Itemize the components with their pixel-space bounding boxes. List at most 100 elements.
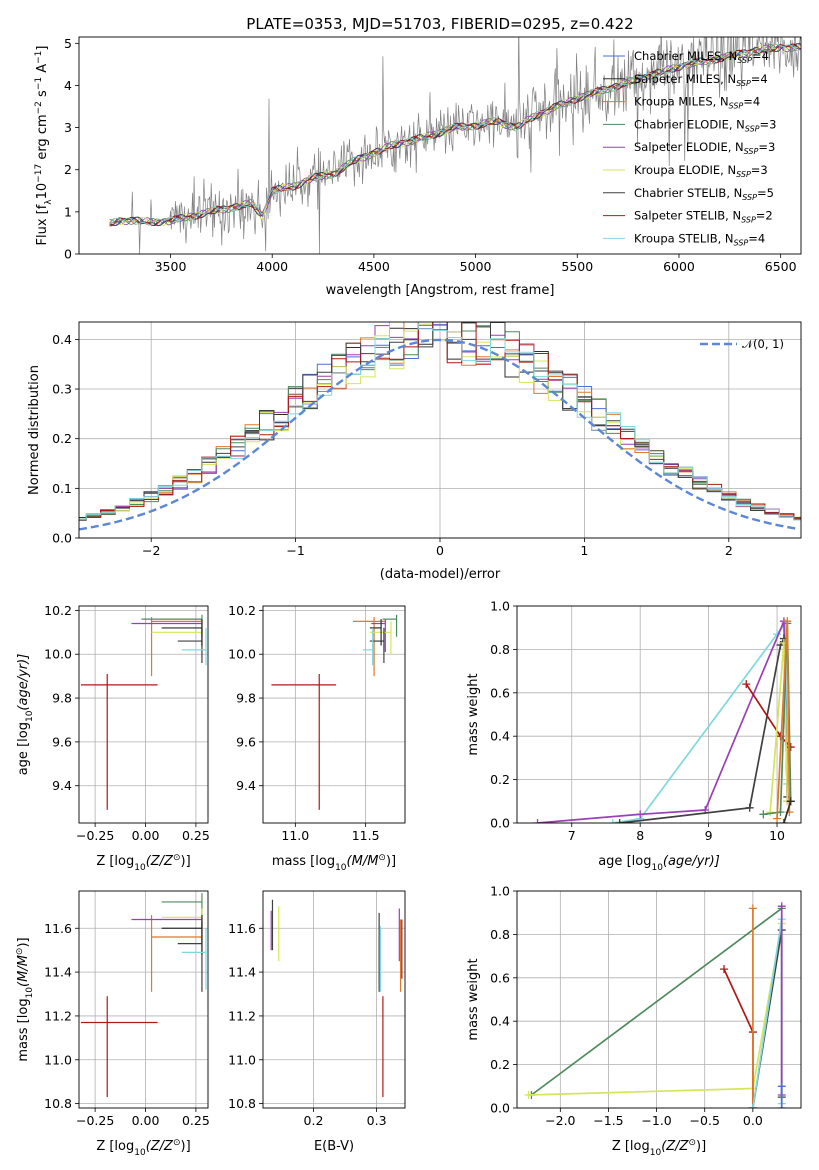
x-tick-label: −0.25	[76, 828, 114, 843]
axis-label: age [log10(age/yr)]	[16, 654, 35, 776]
axes-residuals: −2 −1 0 1 2 0.0 0.1 0.2 0.3 0.4 𝒩(0, 1) (data-model…	[27, 321, 802, 582]
axis-label-part: (M/M	[347, 854, 379, 869]
y-tick-label: 4	[64, 78, 72, 93]
weight-series-line	[612, 620, 789, 823]
y-tick-label: 1	[64, 204, 72, 219]
axis-label-part: (Z/Z	[146, 854, 174, 869]
axis-label-part: −1	[34, 51, 44, 64]
y-tick-label: 9.8	[52, 691, 72, 706]
weight-marker	[533, 819, 542, 823]
weight-marker	[745, 803, 754, 812]
axis-label-part: Z [log	[96, 854, 134, 869]
y-tick-label: 1.0	[490, 884, 510, 899]
weight-series-line	[619, 638, 789, 823]
legend-label-text: Chabrier STELIB, N	[634, 186, 742, 200]
y-tick-label: 9.6	[236, 734, 256, 749]
axis-label-part: mass [log	[272, 854, 335, 869]
x-tick-label: 11.0	[281, 828, 309, 843]
errorbar-point	[362, 627, 374, 666]
axis-label: Z [log10(Z/Z⊙)]	[612, 1138, 706, 1158]
legend-label: Salpeter STELIB, NSSP=2	[634, 209, 773, 225]
plot-area-mass_vs_Z	[81, 893, 207, 1098]
axis-label-part: Flux [f	[35, 204, 50, 245]
legend-label-sub: SSP	[734, 238, 749, 247]
y-tick-label: 2	[64, 162, 72, 177]
x-tick-label: −2.0	[545, 1113, 575, 1128]
y-tick-label: 9.8	[236, 691, 256, 706]
x-tick-label: 0.25	[182, 828, 210, 843]
y-tick-label: 0.6	[490, 970, 510, 985]
weight-marker	[766, 808, 775, 817]
x-tick-label: 5500	[561, 259, 593, 274]
axis-label-part: )]	[386, 854, 396, 869]
x-tick-label: 6500	[765, 259, 797, 274]
weight-marker	[783, 617, 792, 626]
y-tick-label: 11.2	[228, 1008, 256, 1023]
legend-label-text: Kroupa MILES, N	[634, 95, 729, 109]
plot-area-age_vs_Z	[81, 614, 207, 810]
x-tick-label: −0.25	[76, 1113, 114, 1128]
x-tick-label: −1.0	[641, 1113, 671, 1128]
y-tick-label: 0.0	[490, 1101, 510, 1116]
axis-label-part: ⊙	[173, 1138, 181, 1148]
y-tick-label: 0.4	[52, 332, 72, 347]
legend-label-suffix: =4	[751, 72, 768, 86]
y-tick-label: 11.6	[228, 921, 256, 936]
axis-label-part: 10	[651, 863, 663, 873]
axis-label-part: −1	[34, 77, 44, 90]
x-tick-label: 2	[725, 543, 733, 558]
axis-label-part: ⊙	[378, 853, 386, 863]
axis-label-part: erg cm	[35, 114, 50, 163]
axis-label-part: λ	[44, 199, 54, 205]
axis-label-part: age [log	[16, 722, 31, 775]
y-tick-label: 0.2	[490, 772, 510, 787]
legend-label-text: Salpeter MILES, N	[634, 72, 736, 86]
weight-marker	[786, 797, 795, 806]
x-tick-label: 3500	[155, 259, 187, 274]
errorbar-point	[177, 921, 203, 992]
weight-marker	[759, 810, 768, 819]
y-tick-label: 0.8	[490, 927, 510, 942]
errorbar-point	[141, 614, 203, 637]
axes-frame	[262, 890, 406, 1109]
x-tick-label: 1	[580, 543, 588, 558]
legend-label: Chabrier MILES, NSSP=4	[634, 49, 769, 65]
axes-spectrum: 3500 4000 4500 5000 5500 6000 6500 0 1 2 3 4 5 Chabri…	[34, 36, 802, 298]
y-tick-label: 11.4	[228, 965, 256, 980]
y-tick-label: 5	[64, 36, 72, 51]
legend-label-text: Kroupa ELODIE, N	[634, 163, 736, 177]
axis-label-part: 10	[35, 183, 50, 200]
errorbar-point	[177, 627, 203, 663]
plot-area-mass_vs_ebv	[270, 899, 403, 1098]
errorbar-point	[352, 616, 386, 677]
x-tick-label: 7	[568, 828, 576, 843]
legend-label: Chabrier STELIB, NSSP=5	[634, 186, 774, 202]
plot-area-age_vs_mass	[271, 614, 398, 810]
errorbar-point	[161, 915, 203, 955]
weight-series-line	[723, 968, 754, 1108]
x-tick-label: 4000	[256, 259, 288, 274]
legend-label-suffix: =2	[756, 209, 773, 223]
legend-label-text: Salpeter ELODIE, N	[634, 140, 744, 154]
y-tick-label: 0	[64, 247, 72, 262]
axes-frame	[78, 321, 802, 539]
y-tick-label: 11.6	[44, 921, 72, 936]
axis-label-part: −17	[34, 164, 44, 183]
legend-label-suffix: =3	[760, 117, 777, 131]
legend-label: Kroupa ELODIE, NSSP=3	[634, 163, 768, 179]
weight-marker	[615, 819, 624, 823]
legend-label-text: Salpeter STELIB, N	[634, 209, 741, 223]
legend-label-text: Chabrier MILES, N	[634, 49, 737, 63]
legend-label-text: Kroupa STELIB, N	[634, 231, 734, 245]
legend-label-sub: SSP	[736, 79, 751, 88]
axis-label-part: ]	[35, 46, 50, 51]
y-tick-label: 3	[64, 120, 72, 135]
axis-label: age [log10(age/yr)]	[598, 854, 720, 873]
legend-label: Kroupa MILES, NSSP=4	[634, 95, 760, 111]
axis-label: Z [log10(Z/Z⊙)]	[96, 1138, 190, 1158]
y-tick-label: 10.8	[44, 1096, 72, 1111]
errorbar-point	[371, 619, 386, 653]
y-tick-label: 0.4	[490, 729, 510, 744]
weight-marker	[748, 904, 757, 913]
